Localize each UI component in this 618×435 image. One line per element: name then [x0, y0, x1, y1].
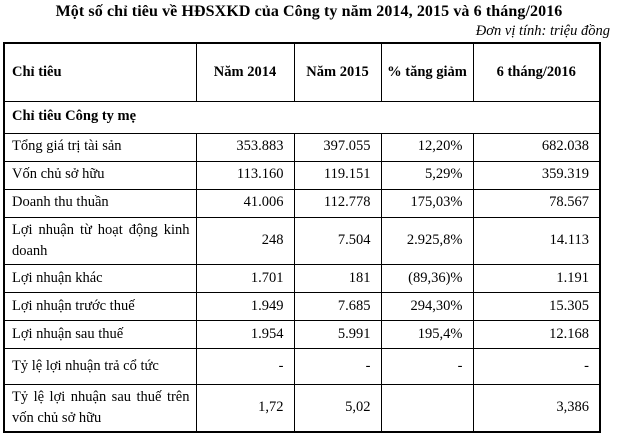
cell-tang-giam: 5,29%	[380, 160, 474, 190]
page-title: Một số chỉ tiêu về HĐSXKD của Công ty nă…	[55, 3, 563, 20]
row-label: Lợi nhuận khác	[3, 263, 197, 293]
cell-nam-2015: 181	[293, 263, 382, 293]
cell-nam-2014: 41.006	[195, 188, 295, 218]
col-header-nam-2015: Năm 2015	[293, 42, 382, 102]
cell-6-thang-2016: 14.113	[472, 216, 601, 265]
cell-6-thang-2016: 12.168	[472, 319, 601, 349]
cell-tang-giam: 2.925,8%	[380, 216, 474, 265]
cell-nam-2014: 1.949	[195, 291, 295, 321]
row-label: Vốn chủ sở hữu	[3, 160, 197, 190]
table-header-row: Chỉ tiêu Năm 2014 Năm 2015 % tăng giảm 6…	[3, 42, 601, 102]
table-row: Tổng giá trị tài sản 353.883 397.055 12,…	[3, 132, 601, 162]
cell-nam-2014: 353.883	[195, 132, 295, 162]
col-header-tang-giam: % tăng giảm	[380, 42, 474, 102]
row-label: Lợi nhuận sau thuế	[3, 319, 197, 349]
table-row: Tỷ lệ lợi nhuận trả cổ tức - - - -	[3, 347, 601, 385]
cell-nam-2015: 7.685	[293, 291, 382, 321]
table-row: Lợi nhuận khác 1.701 181 (89,36)% 1.191	[3, 263, 601, 293]
table-row: Lợi nhuận trước thuế 1.949 7.685 294,30%…	[3, 291, 601, 321]
cell-6-thang-2016: -	[472, 347, 601, 385]
cell-tang-giam	[380, 383, 474, 433]
section-header: Chỉ tiêu Công ty mẹ	[3, 100, 601, 134]
cell-6-thang-2016: 682.038	[472, 132, 601, 162]
cell-6-thang-2016: 3,386	[472, 383, 601, 433]
cell-nam-2015: 5.991	[293, 319, 382, 349]
cell-6-thang-2016: 15.305	[472, 291, 601, 321]
row-label: Tổng giá trị tài sản	[3, 132, 197, 162]
cell-6-thang-2016: 1.191	[472, 263, 601, 293]
col-header-6-thang-2016: 6 tháng/2016	[472, 42, 601, 102]
cell-nam-2015: 119.151	[293, 160, 382, 190]
row-label: Doanh thu thuần	[3, 188, 197, 218]
cell-tang-giam: 12,20%	[380, 132, 474, 162]
cell-nam-2014: 1,72	[195, 383, 295, 433]
table-row: Lợi nhuận sau thuế 1.954 5.991 195,4% 12…	[3, 319, 601, 349]
cell-nam-2014: 248	[195, 216, 295, 265]
table-row: Tỷ lệ lợi nhuận sau thuế trên vốn chủ sở…	[3, 383, 601, 433]
col-header-chi-tieu: Chỉ tiêu	[3, 42, 197, 102]
cell-nam-2014: -	[195, 347, 295, 385]
cell-nam-2015: 112.778	[293, 188, 382, 218]
cell-nam-2015: -	[293, 347, 382, 385]
row-label: Lợi nhuận trước thuế	[3, 291, 197, 321]
cell-tang-giam: -	[380, 347, 474, 385]
cell-nam-2014: 113.160	[195, 160, 295, 190]
cell-nam-2015: 7.504	[293, 216, 382, 265]
table-row: Doanh thu thuần 41.006 112.778 175,03% 7…	[3, 188, 601, 218]
table-row: Vốn chủ sở hữu 113.160 119.151 5,29% 359…	[3, 160, 601, 190]
cell-nam-2014: 1.954	[195, 319, 295, 349]
cell-tang-giam: 294,30%	[380, 291, 474, 321]
cell-nam-2015: 5,02	[293, 383, 382, 433]
row-label: Lợi nhuận từ hoạt động kinh doanh	[3, 216, 197, 265]
row-label: Tỷ lệ lợi nhuận sau thuế trên vốn chủ sở…	[3, 383, 197, 433]
section-row: Chỉ tiêu Công ty mẹ	[3, 100, 601, 134]
cell-nam-2015: 397.055	[293, 132, 382, 162]
cell-6-thang-2016: 78.567	[472, 188, 601, 218]
unit-note: Đơn vị tính: triệu đồng	[475, 23, 610, 39]
row-label: Tỷ lệ lợi nhuận trả cổ tức	[3, 347, 197, 385]
col-header-nam-2014: Năm 2014	[195, 42, 295, 102]
cell-tang-giam: (89,36)%	[380, 263, 474, 293]
cell-6-thang-2016: 359.319	[472, 160, 601, 190]
table-row: Lợi nhuận từ hoạt động kinh doanh 248 7.…	[3, 216, 601, 265]
cell-nam-2014: 1.701	[195, 263, 295, 293]
cell-tang-giam: 195,4%	[380, 319, 474, 349]
financial-indicators-table: Chỉ tiêu Năm 2014 Năm 2015 % tăng giảm 6…	[3, 42, 601, 433]
cell-tang-giam: 175,03%	[380, 188, 474, 218]
